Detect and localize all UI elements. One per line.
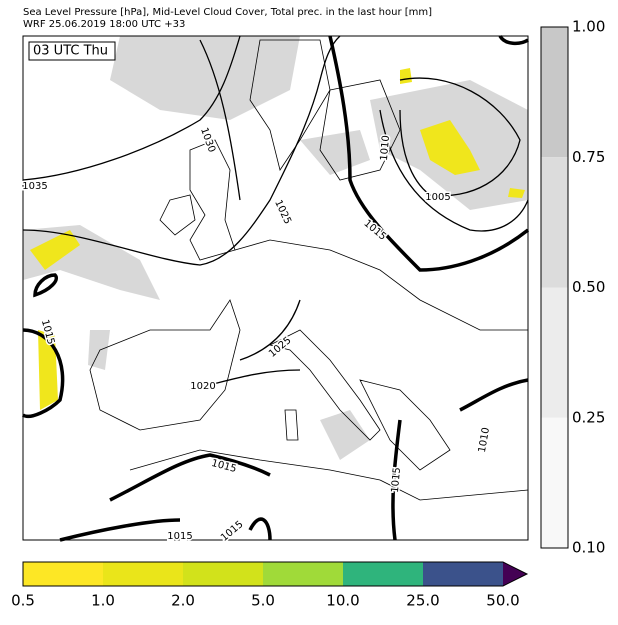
coastlines — [89, 39, 529, 501]
isobar-label: 1020 — [190, 381, 215, 392]
time-label: 03 UTC Thu — [33, 44, 108, 59]
colorbar-segment — [423, 562, 503, 586]
colorbar-tick-label: 25.0 — [406, 592, 439, 610]
colorbar-tick-label: 1.0 — [91, 592, 115, 610]
time-label-box — [28, 41, 116, 61]
map-frame — [22, 35, 529, 541]
map: 03 UTC Thu 10301035102510101005101510151… — [21, 34, 530, 545]
isobar-label: 1035 — [22, 181, 47, 192]
colorbar-tick-label: 0.50 — [572, 278, 605, 296]
isobars — [21, 34, 530, 542]
colorbar-segment — [23, 562, 103, 586]
colorbar-tick-label: 0.25 — [572, 408, 605, 426]
isobar-label: 1015 — [167, 531, 192, 542]
cloud-colorbar: 1.00 0.75 0.50 0.25 0.10 — [540, 18, 605, 557]
colorbar-segment — [541, 417, 568, 548]
colorbar-segment — [103, 562, 183, 586]
colorbar-segment — [541, 287, 568, 418]
colorbar-segment — [343, 562, 423, 586]
colorbar-segment — [263, 562, 343, 586]
title: Sea Level Pressure [hPa], Mid-Level Clou… — [23, 7, 432, 18]
colorbar-segment — [541, 27, 568, 158]
isobar-label: 1005 — [425, 192, 450, 203]
colorbar-extend — [503, 562, 527, 586]
colorbar-tick-label: 5.0 — [251, 592, 275, 610]
colorbar-frame — [22, 561, 529, 587]
clouds — [23, 36, 528, 460]
colorbar-tick-label: 0.10 — [572, 539, 605, 557]
colorbar-tick-label: 1.00 — [572, 18, 605, 36]
colorbar-tick-label: 50.0 — [486, 592, 519, 610]
colorbar-tick-label: 0.5 — [11, 592, 35, 610]
colorbar-tick-label: 2.0 — [171, 592, 195, 610]
precip-colorbar: 0.5 1.0 2.0 5.0 10.0 25.0 50.0 — [11, 561, 529, 610]
colorbar-frame — [540, 26, 569, 549]
precipitation — [30, 68, 525, 410]
colorbar-segment — [541, 157, 568, 288]
subtitle: WRF 25.06.2019 18:00 UTC +33 — [23, 19, 185, 30]
isobar-label: 1010 — [379, 135, 392, 161]
colorbar-segment — [183, 562, 263, 586]
colorbar-tick-label: 0.75 — [572, 148, 605, 166]
colorbar-tick-label: 10.0 — [326, 592, 359, 610]
isobar-label: 1015 — [390, 467, 403, 493]
